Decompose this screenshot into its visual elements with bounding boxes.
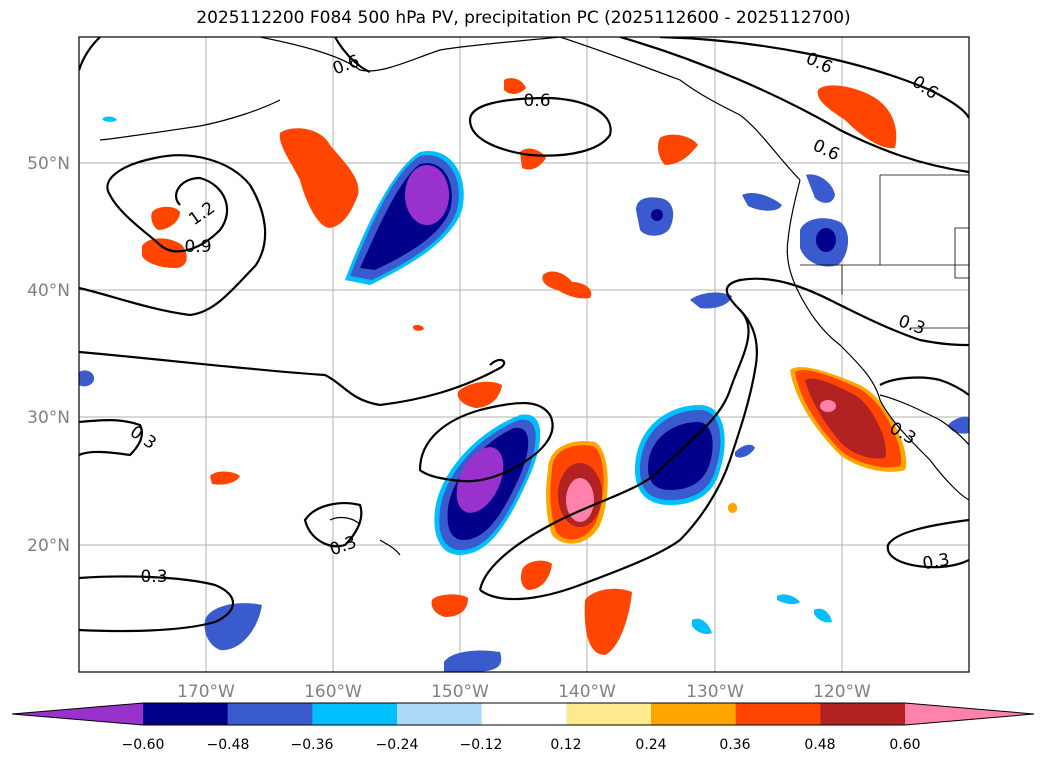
colorbar-cell <box>227 703 313 725</box>
political-borders <box>800 174 969 329</box>
colorbar-cell <box>651 703 737 725</box>
lat-label: 20°N <box>27 536 70 556</box>
contour-label: 0.6 <box>908 72 942 104</box>
map-title: 2025112200 F084 500 hPa PV, precipitatio… <box>196 8 851 28</box>
pv-contours <box>79 37 969 633</box>
contour-label: 0.6 <box>330 51 362 79</box>
colorbar-outline <box>11 702 1035 726</box>
colorbar-tick: 0.36 <box>719 737 750 753</box>
colorbar-tick: −0.36 <box>291 737 334 753</box>
lon-label: 130°W <box>686 682 744 702</box>
map-frame <box>78 36 970 673</box>
colorbar-tick: 0.60 <box>889 737 920 753</box>
colorbar-cell <box>735 703 821 725</box>
longitude-labels: 170°W 160°W 150°W 140°W 130°W 120°W <box>177 682 871 702</box>
colorbar-tick: −0.24 <box>376 737 419 753</box>
lon-label: 170°W <box>177 682 235 702</box>
colorbar-tick: 0.12 <box>550 737 581 753</box>
contour-label: 0.6 <box>523 91 550 111</box>
colorbar: −0.60 −0.48 −0.36 −0.24 −0.12 0.12 0.24 … <box>11 702 1035 753</box>
colorbar-tick: −0.48 <box>207 737 250 753</box>
lat-label: 40°N <box>27 281 70 301</box>
colorbar-extend-low <box>12 703 143 725</box>
precip-shading <box>79 78 969 672</box>
contour-label: 0.9 <box>184 237 211 257</box>
lon-label: 120°W <box>813 682 871 702</box>
colorbar-cell <box>481 703 567 725</box>
colorbar-cell <box>312 703 398 725</box>
lon-label: 160°W <box>304 682 362 702</box>
colorbar-extend-high <box>905 703 1034 725</box>
contour-label: 0.3 <box>126 422 160 454</box>
colorbar-cell <box>820 703 906 725</box>
precip-blob-positive <box>279 128 359 228</box>
contour-label: 1.2 <box>185 198 219 230</box>
map-area: 0.6 0.6 0.6 0.6 0.6 1.2 0.9 0.3 0.3 0.3 … <box>79 37 969 672</box>
contour-labels: 0.6 0.6 0.6 0.6 0.6 1.2 0.9 0.3 0.3 0.3 … <box>126 49 951 587</box>
coastlines <box>99 37 969 556</box>
contour-label: 0.3 <box>896 311 928 339</box>
contour-label: 0.3 <box>140 567 167 587</box>
lon-label: 140°W <box>558 682 616 702</box>
colorbar-tick: 0.24 <box>635 737 666 753</box>
contour-label: 0.3 <box>327 532 359 560</box>
colorbar-ticks: −0.60 −0.48 −0.36 −0.24 −0.12 0.12 0.24 … <box>122 737 921 753</box>
colorbar-cell <box>143 703 229 725</box>
lon-label: 150°W <box>431 682 489 702</box>
colorbar-cell <box>397 703 483 725</box>
colorbar-cells <box>12 703 1034 725</box>
lat-label: 50°N <box>27 154 70 174</box>
colorbar-tick: −0.12 <box>460 737 503 753</box>
contour-label: 0.3 <box>921 550 951 574</box>
precip-blob-positive <box>817 85 897 149</box>
colorbar-cell <box>566 703 652 725</box>
latitude-labels: 50°N 40°N 30°N 20°N <box>27 154 70 556</box>
contour-label: 0.6 <box>810 136 843 166</box>
colorbar-tick: 0.48 <box>804 737 835 753</box>
lat-label: 30°N <box>27 408 70 428</box>
colorbar-tick: −0.60 <box>122 737 165 753</box>
